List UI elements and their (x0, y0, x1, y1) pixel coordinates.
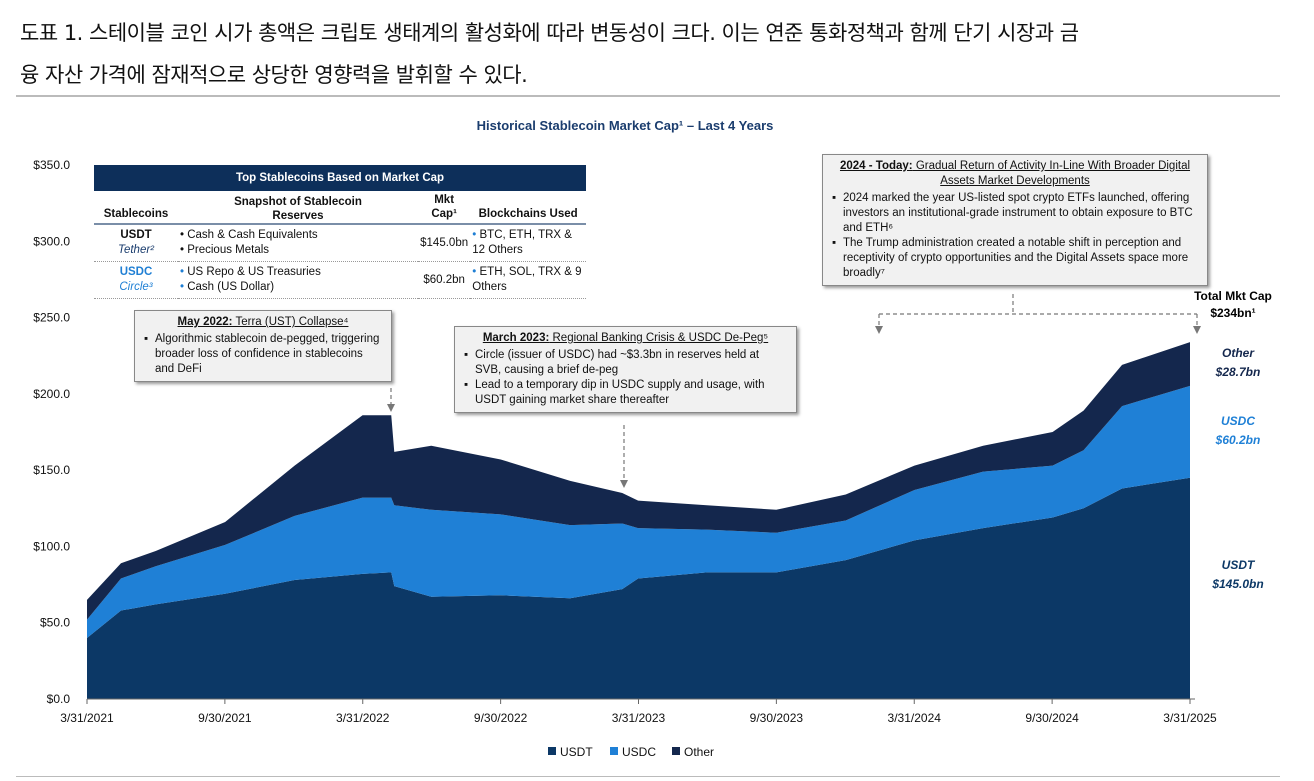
y-tick-label: $150.0 (33, 463, 70, 477)
y-tick-label: $0.0 (47, 692, 71, 706)
usdt-label: USDT $145.0bn (1212, 558, 1264, 591)
x-tick-label: 9/30/2022 (474, 711, 528, 725)
usdc-label: USDC $60.2bn (1215, 414, 1261, 447)
legend-swatch (548, 747, 556, 755)
area-usdc (87, 385, 1190, 638)
col-header: Snapshot of Stablecoin Reserves (178, 191, 418, 225)
y-tick-label: $350.0 (33, 158, 70, 172)
x-tick-label: 3/31/2021 (60, 711, 114, 725)
arrow-2024 (878, 294, 1198, 328)
top-divider (16, 95, 1280, 97)
col-header: Mkt Cap¹ (418, 191, 471, 225)
y-tick-label: $250.0 (33, 311, 70, 325)
col-header: Stablecoins (94, 191, 178, 225)
x-tick-label: 9/30/2023 (750, 711, 804, 725)
arrow-head (875, 326, 1201, 334)
annotation-terra: May 2022: Terra (UST) Collapse⁴ Algorith… (134, 310, 392, 382)
legend-label: Other (684, 745, 714, 759)
x-tick-label: 9/30/2024 (1025, 711, 1079, 725)
legend-swatch (672, 747, 680, 755)
area-other (87, 342, 1190, 620)
x-tick-label: 3/31/2023 (612, 711, 666, 725)
x-tick-label: 3/31/2024 (888, 711, 942, 725)
col-header: Blockchains Used (470, 191, 586, 225)
other-label: Other $28.7bn (1215, 346, 1261, 379)
annotation-2024-today: 2024 - Today: Gradual Return of Activity… (822, 154, 1208, 286)
annotation-svb: March 2023: Regional Banking Crisis & US… (454, 326, 797, 413)
arrow-head (620, 480, 628, 488)
y-tick-label: $200.0 (33, 387, 70, 401)
chart-title: Historical Stablecoin Market Cap¹ – Last… (476, 118, 774, 133)
legend-label: USDT (560, 745, 593, 759)
x-tick-label: 9/30/2021 (198, 711, 252, 725)
area-usdt (87, 477, 1190, 699)
y-tick-label: $300.0 (33, 234, 70, 248)
total-label: Total Mkt Cap $234bn¹ (1194, 289, 1272, 320)
arrow-head (387, 404, 395, 412)
y-tick-label: $100.0 (33, 539, 70, 553)
figure-caption: 도표 1. 스테이블 코인 시가 총액은 크립토 생태계의 활성화에 따라 변동… (20, 21, 1079, 87)
y-tick-label: $50.0 (40, 616, 70, 630)
x-tick-label: 3/31/2025 (1163, 711, 1217, 725)
legend-label: USDC (622, 745, 656, 759)
bottom-divider (16, 776, 1280, 777)
x-tick-label: 3/31/2022 (336, 711, 390, 725)
table-row: USDC Circle³ • US Repo & US Treasuries • C… (94, 261, 586, 299)
table-title: Top Stablecoins Based on Market Cap (94, 165, 586, 191)
table-row: USDT Tether² • Cash & Cash Equivalents • P… (94, 224, 586, 262)
stablecoin-table: Top Stablecoins Based on Market Cap Stab… (94, 165, 586, 299)
legend-swatch (610, 747, 618, 755)
